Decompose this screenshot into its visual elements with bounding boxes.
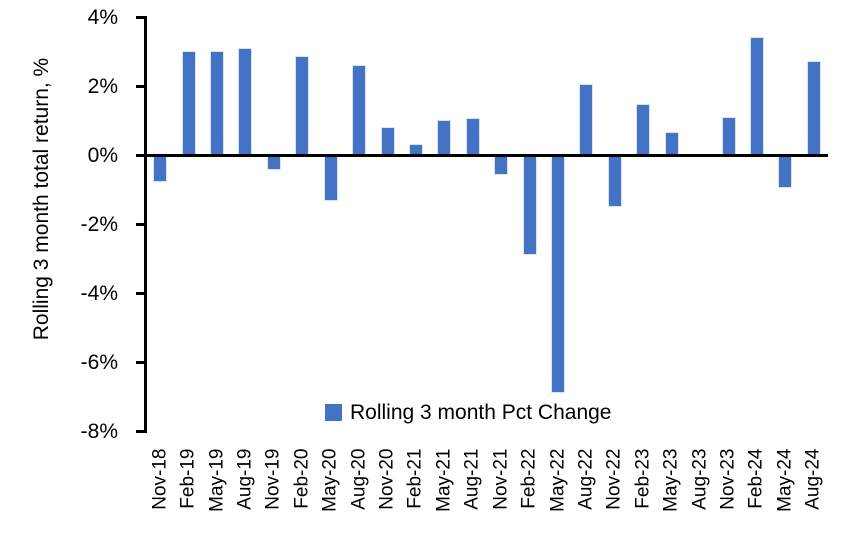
bar-Nov-23 xyxy=(722,117,735,156)
y-axis-title: Rolling 3 month total return, % xyxy=(30,57,53,341)
y-tick-mark xyxy=(136,85,146,88)
y-tick-mark xyxy=(136,16,146,19)
bar-Aug-19 xyxy=(239,48,252,156)
bar-Feb-20 xyxy=(296,57,309,156)
y-tick-mark xyxy=(136,430,146,433)
y-tick-label: -4% xyxy=(80,281,118,305)
bar-Feb-23 xyxy=(637,105,650,156)
x-tick-label: Nov-20 xyxy=(376,448,398,510)
x-tick-label: Aug-19 xyxy=(234,448,256,510)
x-tick-label: May-20 xyxy=(319,448,341,512)
x-tick-label: Aug-20 xyxy=(348,448,370,510)
x-tick-label: Aug-24 xyxy=(802,448,824,510)
x-tick-label: May-23 xyxy=(660,448,682,512)
y-tick-mark xyxy=(136,292,146,295)
bar-Nov-21 xyxy=(495,155,508,175)
x-tick-label: May-22 xyxy=(547,448,569,512)
bar-Nov-19 xyxy=(267,155,280,170)
legend: Rolling 3 month Pct Change xyxy=(325,402,612,423)
x-tick-label: Feb-19 xyxy=(177,448,199,509)
bar-May-20 xyxy=(324,155,337,201)
bar-Feb-22 xyxy=(523,155,536,254)
y-tick-mark xyxy=(136,361,146,364)
bar-Nov-18 xyxy=(154,155,167,182)
x-axis-line xyxy=(144,154,828,157)
y-tick-label: 4% xyxy=(87,5,118,29)
x-tick-label: Nov-18 xyxy=(149,448,171,510)
y-tick-label: 0% xyxy=(87,143,118,167)
legend-swatch-icon xyxy=(325,404,342,421)
bar-Feb-19 xyxy=(182,52,195,156)
y-tick-mark xyxy=(136,223,146,226)
bar-May-22 xyxy=(552,155,565,392)
bar-Nov-22 xyxy=(608,155,621,206)
bar-Nov-20 xyxy=(381,127,394,156)
x-tick-label: Aug-23 xyxy=(689,448,711,510)
x-tick-label: May-19 xyxy=(206,448,228,512)
x-tick-label: Nov-21 xyxy=(490,448,512,510)
y-tick-label: -6% xyxy=(80,350,118,374)
x-tick-label: May-24 xyxy=(774,448,796,512)
bar-May-19 xyxy=(211,52,224,156)
bar-May-21 xyxy=(438,121,451,156)
x-tick-label: Feb-24 xyxy=(745,448,767,509)
legend-label: Rolling 3 month Pct Change xyxy=(350,401,612,424)
bar-Aug-20 xyxy=(353,65,366,156)
x-tick-label: May-21 xyxy=(433,448,455,512)
x-tick-label: Feb-22 xyxy=(518,448,540,509)
x-tick-label: Feb-23 xyxy=(632,448,654,509)
x-tick-label: Aug-21 xyxy=(461,448,483,510)
y-tick-label: 2% xyxy=(87,74,118,98)
bar-Feb-21 xyxy=(409,145,422,156)
y-tick-mark xyxy=(136,154,146,157)
x-tick-label: Aug-22 xyxy=(575,448,597,510)
bar-Feb-24 xyxy=(750,38,763,156)
x-tick-label: Nov-22 xyxy=(603,448,625,510)
y-tick-label: -2% xyxy=(80,212,118,236)
x-tick-label: Nov-19 xyxy=(262,448,284,510)
x-tick-label: Feb-20 xyxy=(291,448,313,509)
bar-May-23 xyxy=(665,133,678,156)
y-tick-label: -8% xyxy=(80,419,118,443)
x-tick-label: Nov-23 xyxy=(717,448,739,510)
bar-Aug-24 xyxy=(807,62,820,156)
bar-May-24 xyxy=(779,155,792,187)
x-tick-label: Feb-21 xyxy=(404,448,426,509)
bar-Aug-22 xyxy=(580,84,593,156)
bar-Aug-21 xyxy=(466,119,479,156)
